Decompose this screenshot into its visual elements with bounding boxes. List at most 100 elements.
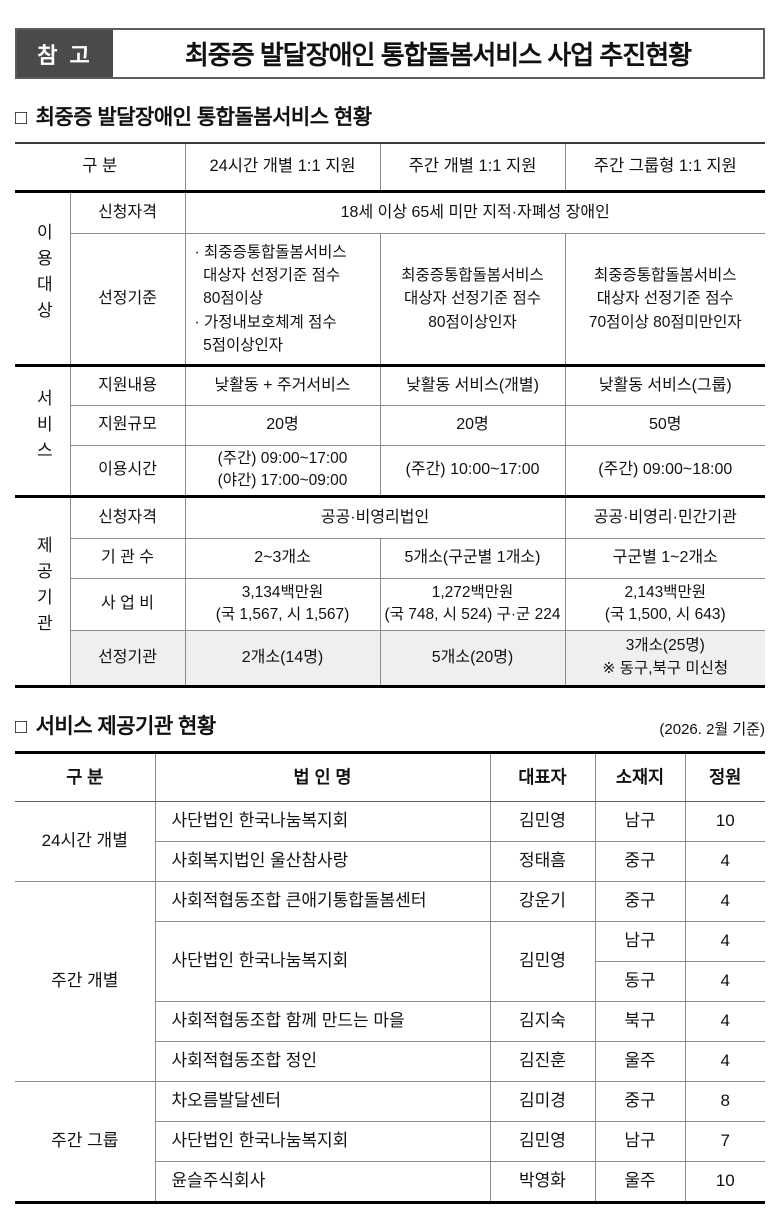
table-row: 사 업 비 3,134백만원 (국 1,567, 시 1,567) 1,272백…	[15, 577, 766, 631]
representative-cell: 김민영	[489, 920, 596, 1002]
table-row: 주간 그룹 차오름발달센터 김미경 중구 8	[15, 1080, 765, 1203]
content-cell-24h: 낮활동 + 주거서비스	[184, 364, 381, 406]
table-row: 사단법인 한국나눔복지회 김민영 남구 4	[15, 920, 765, 1002]
group-cell-users: 이용대상	[15, 191, 71, 366]
table-row: 지원규모 20명 20명 50명	[15, 405, 766, 446]
table1-header-row: 구 분 24시간 개별 1:1 지원 주간 개별 1:1 지원 주간 그룹형 1…	[15, 142, 766, 193]
selected-cell-day-individual: 5개소(20명)	[379, 629, 566, 687]
capacity-cell: 10	[684, 800, 765, 842]
row-label-cell: 이용시간	[69, 445, 186, 497]
org-name-cell: 사회적협동조합 함께 만드는 마을	[154, 1000, 491, 1042]
representative-cell: 박영화	[489, 1160, 596, 1203]
table-row: 24시간 개별 사단법인 한국나눔복지회 김민영 남구 10	[15, 800, 765, 882]
representative-cell: 김지숙	[489, 1000, 596, 1042]
location-cell: 중구	[594, 880, 686, 922]
criteria-cell-24h: · 최중증통합돌봄서비스 대상자 선정기준 점수 80점이상 · 가정내보호체계…	[184, 233, 381, 366]
org-name-cell: 차오름발달센터	[154, 1080, 491, 1122]
selected-cell-24h: 2개소(14명)	[184, 629, 381, 687]
representative-cell: 김민영	[489, 800, 596, 842]
header-cell-representative: 대표자	[489, 751, 596, 802]
capacity-cell: 4	[684, 1000, 765, 1042]
scale-cell-24h: 20명	[184, 405, 381, 446]
row-label-cell: 신청자격	[69, 494, 186, 539]
square-bullet-icon: □	[15, 107, 27, 129]
capacity-cell: 4	[684, 1040, 765, 1082]
table-row: 사회적협동조합 정인 김진훈 울주 4	[15, 1040, 765, 1082]
header-cell-location: 소재지	[594, 751, 686, 802]
location-cell: 남구	[594, 1120, 686, 1162]
eligibility-value-cell: 18세 이상 65세 미만 지적·자폐성 장애인	[184, 191, 766, 234]
capacity-cell: 4	[684, 880, 765, 922]
orgcount-cell-day-individual: 5개소(구군별 1개소)	[379, 537, 566, 579]
location-cell: 남구	[594, 920, 686, 962]
section2-title: □ 서비스 제공기관 현황	[15, 710, 216, 740]
row-label-cell: 사 업 비	[69, 577, 186, 631]
header-cell-day-group: 주간 그룹형 1:1 지원	[564, 142, 766, 193]
table-row: 선정기준 · 최중증통합돌봄서비스 대상자 선정기준 점수 80점이상 · 가정…	[15, 233, 766, 366]
org-name-cell: 사단법인 한국나눔복지회	[154, 920, 491, 1002]
location-cell: 중구	[594, 1080, 686, 1122]
section1-title: □ 최중증 발달장애인 통합돌봄서비스 현황	[15, 101, 372, 131]
representative-cell: 김진훈	[489, 1040, 596, 1082]
table-row: 기 관 수 2~3개소 5개소(구군별 1개소) 구군별 1~2개소	[15, 537, 766, 579]
selected-cell-day-group: 3개소(25명) ※ 동구,북구 미신청	[564, 629, 766, 687]
hours-cell-day-group: (주간) 09:00~18:00	[564, 445, 766, 497]
table-row: 사회복지법인 울산참사랑 정태흠 중구 4	[15, 840, 765, 882]
capacity-cell: 4	[684, 920, 765, 962]
table-row: 동구 4	[15, 960, 765, 1002]
section2-title-text: 서비스 제공기관 현황	[35, 714, 217, 738]
row-label-cell: 기 관 수	[69, 537, 186, 579]
location-cell: 북구	[594, 1000, 686, 1042]
table2-header-row: 구 분 법 인 명 대표자 소재지 정원	[15, 751, 765, 802]
representative-cell: 김미경	[489, 1080, 596, 1122]
group-cell-24h-individual: 24시간 개별	[15, 800, 156, 882]
document-title: 최중증 발달장애인 통합돌봄서비스 사업 추진현황	[184, 40, 692, 70]
table-row: 이용대상 신청자격 18세 이상 65세 미만 지적·자폐성 장애인	[15, 191, 766, 366]
criteria-cell-day-individual: 최중증통합돌봄서비스 대상자 선정기준 점수 80점이상인자	[379, 233, 566, 366]
header-cell-capacity: 정원	[684, 751, 765, 802]
org-name-cell: 사단법인 한국나눔복지회	[154, 1120, 491, 1162]
table-row: 선정기관 2개소(14명) 5개소(20명) 3개소(25명) ※ 동구,북구 …	[15, 629, 766, 687]
capacity-cell: 4	[684, 840, 765, 882]
org-name-cell: 사단법인 한국나눔복지회	[154, 800, 491, 842]
org-name-cell: 윤슬주식회사	[154, 1160, 491, 1203]
row-label-cell: 지원규모	[69, 405, 186, 446]
row-label-cell: 신청자격	[69, 191, 186, 234]
content-cell-day-group: 낮활동 서비스(그룹)	[564, 364, 766, 406]
location-cell: 남구	[594, 800, 686, 842]
hours-cell-day-individual: (주간) 10:00~17:00	[379, 445, 566, 497]
table-row: 이용시간 (주간) 09:00~17:00 (야간) 17:00~09:00 (…	[15, 445, 766, 497]
org-name-cell: 사회적협동조합 큰애기통합돌봄센터	[154, 880, 491, 922]
header-cell-category: 구 분	[15, 142, 186, 193]
location-cell: 동구	[594, 960, 686, 1002]
orgcount-cell-day-group: 구군별 1~2개소	[564, 537, 766, 579]
reference-badge: 참 고	[17, 30, 113, 77]
section1-title-text: 최중증 발달장애인 통합돌봄서비스 현황	[35, 106, 372, 129]
group-cell-day-individual: 주간 개별	[15, 880, 156, 1082]
location-cell: 중구	[594, 840, 686, 882]
hours-cell-24h: (주간) 09:00~17:00 (야간) 17:00~09:00	[184, 445, 381, 497]
criteria-cell-day-group: 최중증통합돌봄서비스 대상자 선정기준 점수 70점이상 80점미만인자	[564, 233, 766, 366]
group-cell-provider: 제공기관	[15, 494, 71, 687]
table-row: 서비스 지원내용 낮활동 + 주거서비스 낮활동 서비스(개별) 낮활동 서비스…	[15, 364, 766, 497]
scale-cell-day-group: 50명	[564, 405, 766, 446]
org-name-cell: 사회복지법인 울산참사랑	[154, 840, 491, 882]
orgcount-cell-24h: 2~3개소	[184, 537, 381, 579]
representative-cell: 김민영	[489, 1120, 596, 1162]
header-cell-org-name: 법 인 명	[154, 751, 491, 802]
table-row: 제공기관 신청자격 공공·비영리법인 공공·비영리·민간기관	[15, 494, 766, 687]
program-status-table: 구 분 24시간 개별 1:1 지원 주간 개별 1:1 지원 주간 그룹형 1…	[15, 142, 766, 688]
row-label-cell: 선정기준	[69, 233, 186, 366]
org-name-cell: 사회적협동조합 정인	[154, 1040, 491, 1082]
budget-cell-day-group: 2,143백만원 (국 1,500, 시 643)	[564, 577, 766, 631]
scale-cell-day-individual: 20명	[379, 405, 566, 446]
header-cell-category: 구 분	[15, 751, 156, 802]
header-cell-24h-individual: 24시간 개별 1:1 지원	[184, 142, 381, 193]
capacity-cell: 4	[684, 960, 765, 1002]
table-row: 사회적협동조합 함께 만드는 마을 김지숙 북구 4	[15, 1000, 765, 1042]
row-label-cell: 선정기관	[69, 629, 186, 687]
content-cell-day-individual: 낮활동 서비스(개별)	[379, 364, 566, 406]
budget-cell-24h: 3,134백만원 (국 1,567, 시 1,567)	[184, 577, 381, 631]
capacity-cell: 8	[684, 1080, 765, 1122]
